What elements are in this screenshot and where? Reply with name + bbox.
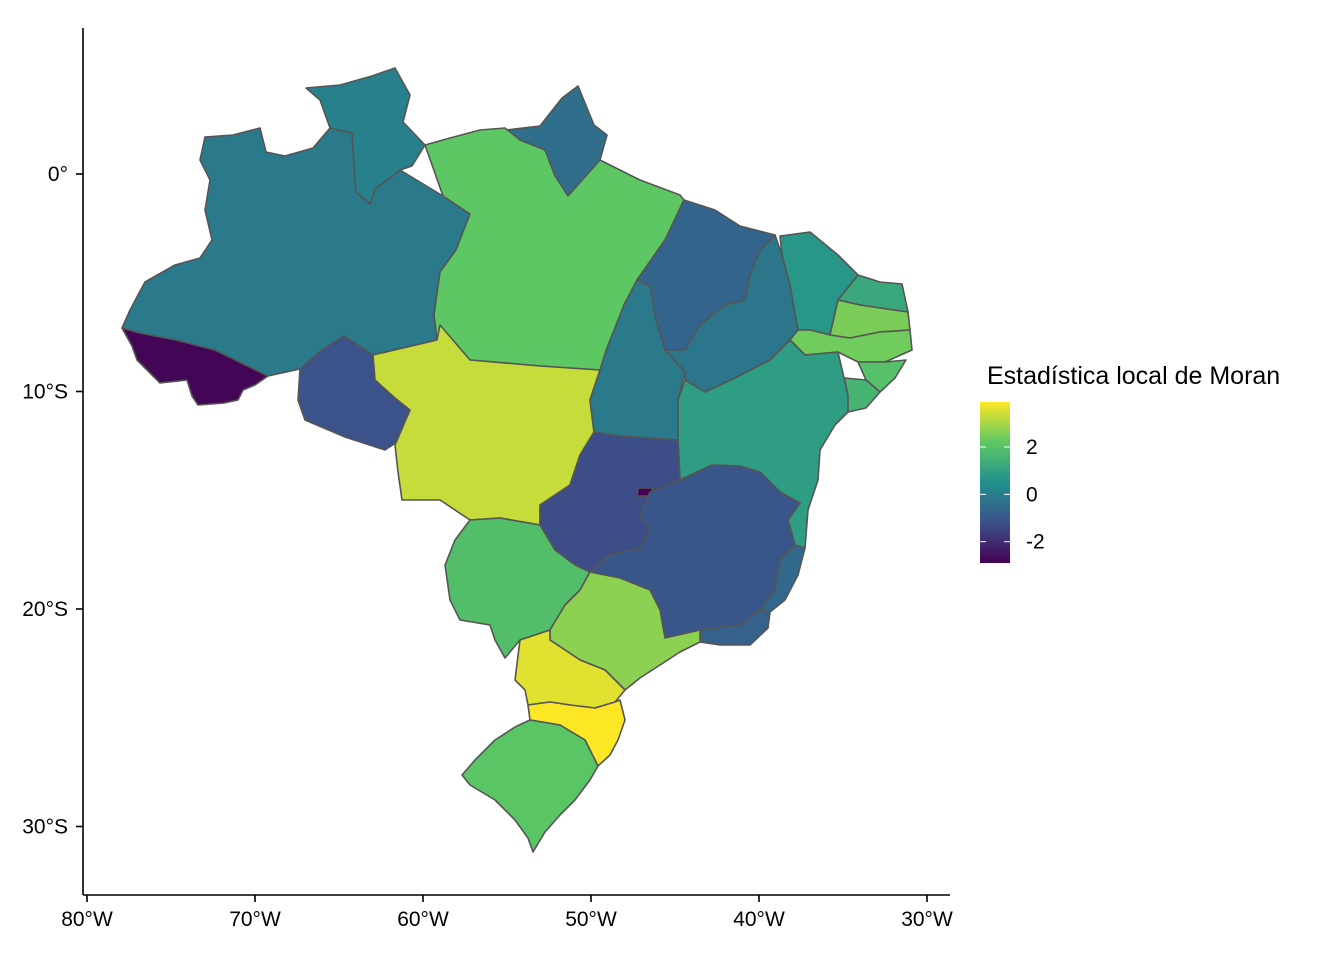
state-sao-paulo bbox=[549, 571, 701, 691]
x-tick-label: 70°W bbox=[229, 908, 281, 931]
y-axis-ticks: 0° 10°S 20°S 30°S bbox=[22, 163, 83, 839]
state-rio-grande-do-sul bbox=[461, 719, 599, 853]
legend-colorbar bbox=[980, 402, 1010, 563]
x-tick-label: 50°W bbox=[565, 908, 617, 931]
y-tick-label: 0° bbox=[48, 163, 68, 186]
axes-layer: 80°W 70°W 60°W 50°W 40°W 30°W 0° 10°S 20°S 30°S bbox=[22, 28, 953, 931]
states-layer bbox=[121, 67, 913, 853]
legend: Estadística local de Moran 2 0 -2 bbox=[980, 362, 1280, 563]
x-tick-label: 40°W bbox=[733, 908, 785, 931]
state-roraima bbox=[305, 67, 426, 205]
y-tick-label: 30°S bbox=[22, 816, 68, 839]
legend-tick-label: 0 bbox=[1026, 483, 1038, 506]
y-tick-label: 10°S bbox=[22, 381, 68, 404]
legend-tick-label: 2 bbox=[1026, 436, 1038, 459]
legend-title: Estadística local de Moran bbox=[987, 362, 1280, 390]
x-tick-label: 30°W bbox=[901, 908, 953, 931]
state-rio-de-janeiro bbox=[699, 609, 771, 646]
x-tick-label: 60°W bbox=[397, 908, 449, 931]
x-axis-ticks: 80°W 70°W 60°W 50°W 40°W 30°W bbox=[61, 895, 953, 931]
x-tick-label: 80°W bbox=[61, 908, 113, 931]
state-amazonas bbox=[121, 127, 471, 377]
legend-tick-label: -2 bbox=[1026, 531, 1045, 554]
y-tick-label: 20°S bbox=[22, 598, 68, 621]
legend-ticks: 2 0 -2 bbox=[980, 436, 1045, 554]
